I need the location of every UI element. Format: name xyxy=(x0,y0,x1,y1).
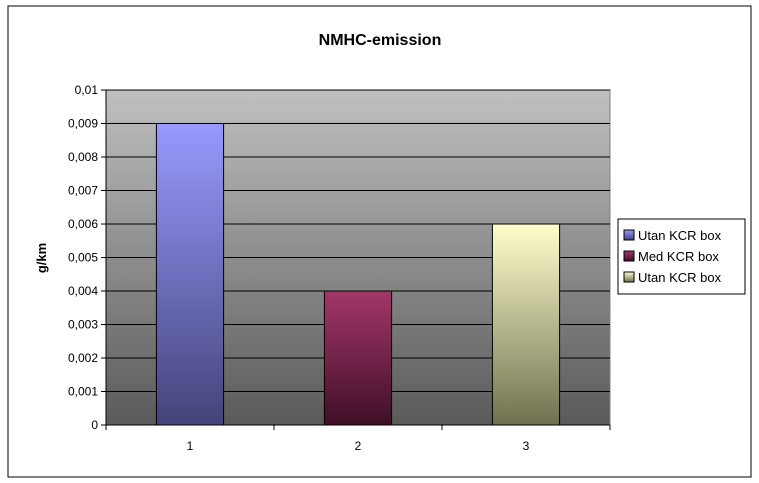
legend-entry: Utan KCR box xyxy=(638,228,722,243)
legend-swatch xyxy=(623,229,635,241)
y-tick-label: 0,005 xyxy=(68,251,98,265)
legend-box xyxy=(617,218,746,295)
x-axis: 1 2 3 xyxy=(105,424,611,453)
x-tick-label: 1 xyxy=(187,439,194,453)
legend: Utan KCR box Med KCR box Utan KCR box xyxy=(617,218,746,295)
bar-3 xyxy=(491,223,561,426)
y-tick-label: 0,002 xyxy=(68,351,98,365)
bar-1 xyxy=(155,123,225,426)
y-tick-label: 0,008 xyxy=(68,150,98,164)
y-tick-label: 0,009 xyxy=(68,117,98,131)
y-axis: 0 0,001 0,002 0,003 0,004 0,005 0,006 0,007 0,00… xyxy=(68,83,107,432)
x-tick-label: 2 xyxy=(355,439,362,453)
legend-swatch xyxy=(623,250,635,262)
legend-entry: Med KCR box xyxy=(638,249,719,264)
chart-title: NMHC-emission xyxy=(319,32,442,49)
y-tick-label: 0,01 xyxy=(75,83,99,97)
y-tick-label: 0,007 xyxy=(68,184,98,198)
legend-entry: Utan KCR box xyxy=(638,270,722,285)
legend-swatch xyxy=(623,271,635,283)
y-tick-label: 0 xyxy=(91,418,98,432)
y-tick-label: 0,003 xyxy=(68,318,98,332)
y-tick-label: 0,004 xyxy=(68,284,98,298)
y-tick-label: 0,006 xyxy=(68,217,98,231)
bar-2 xyxy=(323,290,393,426)
x-tick-label: 3 xyxy=(523,439,530,453)
y-axis-label: g/km xyxy=(34,243,49,273)
plot-area xyxy=(105,89,611,426)
y-tick-label: 0,001 xyxy=(68,385,98,399)
